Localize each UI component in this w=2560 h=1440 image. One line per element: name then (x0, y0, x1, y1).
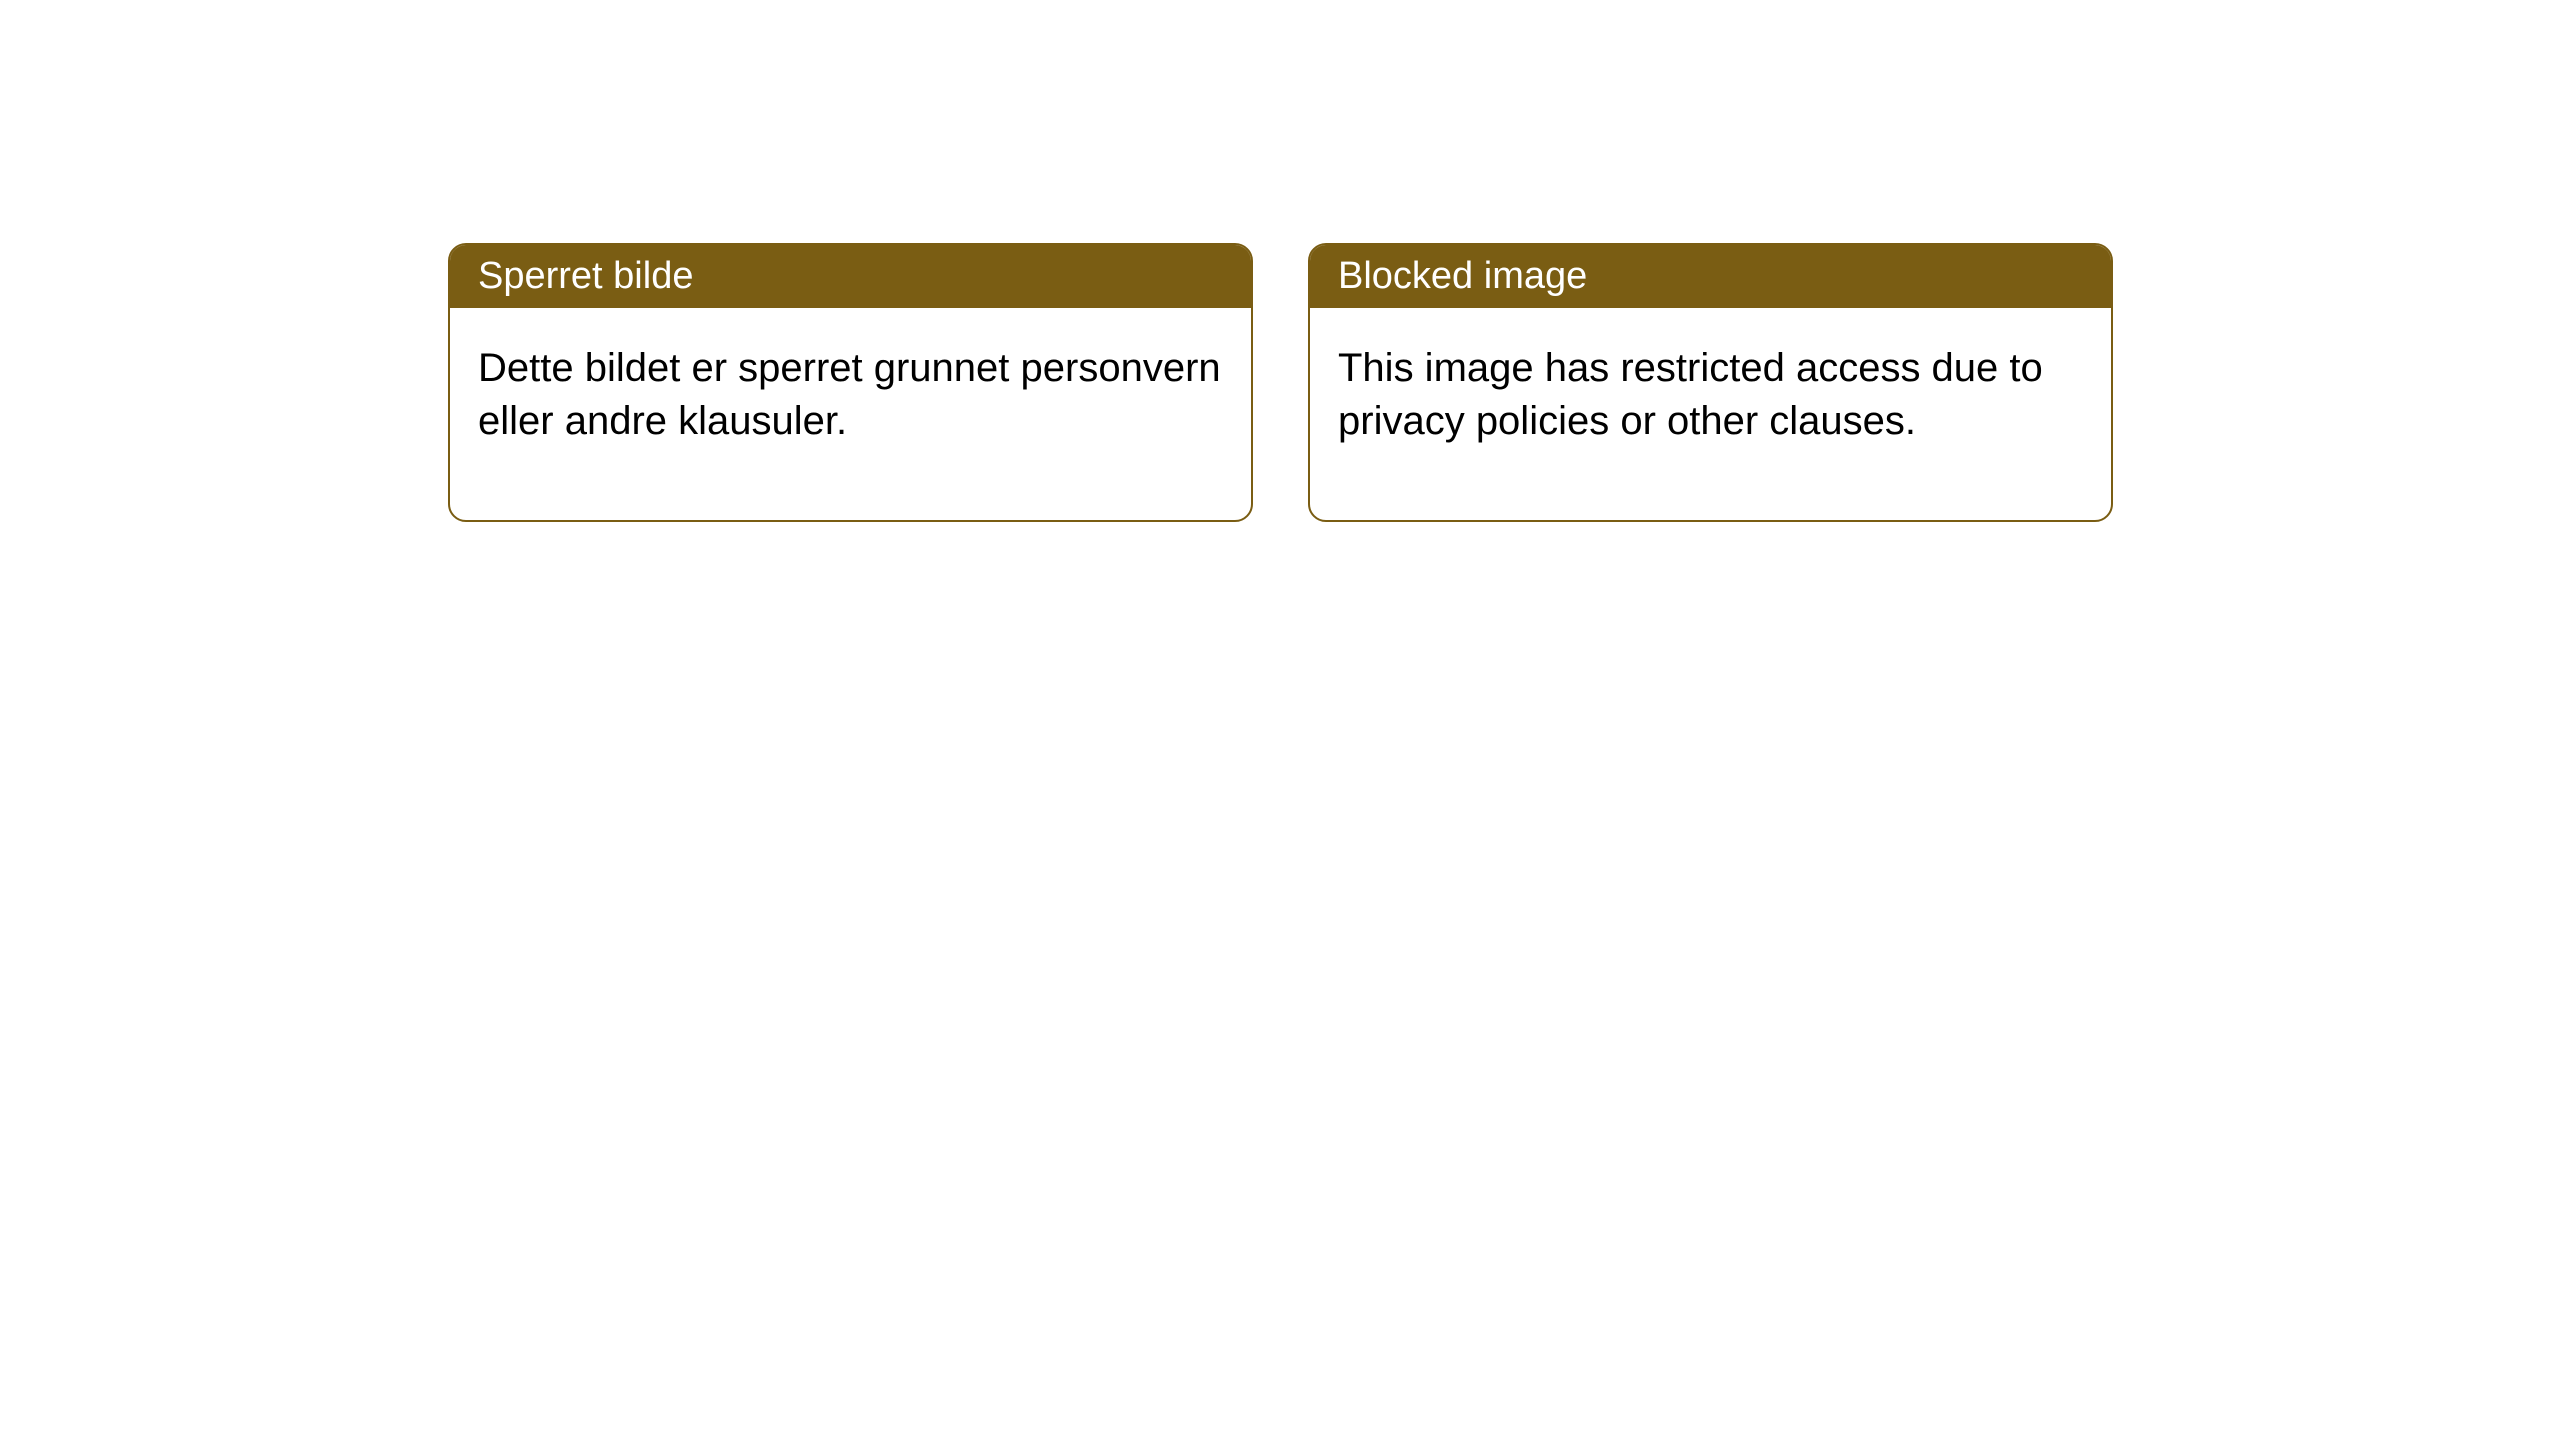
notice-title-english: Blocked image (1310, 245, 2111, 308)
notice-body-english: This image has restricted access due to … (1310, 308, 2111, 520)
notice-card-norwegian: Sperret bilde Dette bildet er sperret gr… (448, 243, 1253, 522)
notice-body-norwegian: Dette bildet er sperret grunnet personve… (450, 308, 1251, 520)
notice-title-norwegian: Sperret bilde (450, 245, 1251, 308)
notices-row: Sperret bilde Dette bildet er sperret gr… (448, 243, 2113, 522)
notice-card-english: Blocked image This image has restricted … (1308, 243, 2113, 522)
